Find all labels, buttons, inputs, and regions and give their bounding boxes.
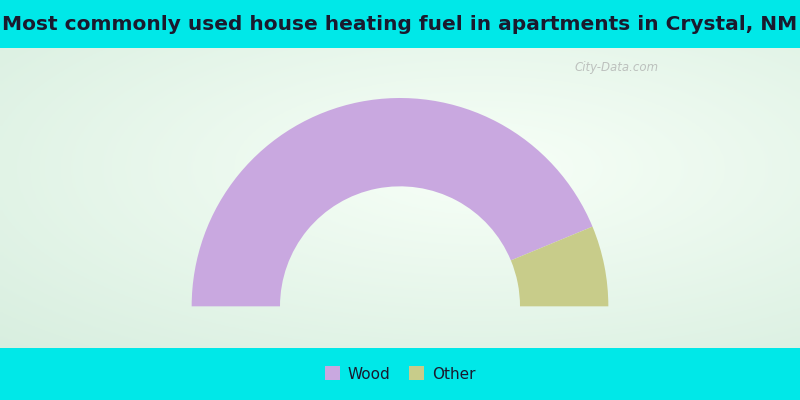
Legend: Wood, Other: Wood, Other (318, 360, 482, 388)
Text: Most commonly used house heating fuel in apartments in Crystal, NM: Most commonly used house heating fuel in… (2, 14, 798, 34)
Wedge shape (511, 227, 608, 306)
Text: City-Data.com: City-Data.com (574, 61, 658, 74)
Wedge shape (192, 98, 593, 306)
